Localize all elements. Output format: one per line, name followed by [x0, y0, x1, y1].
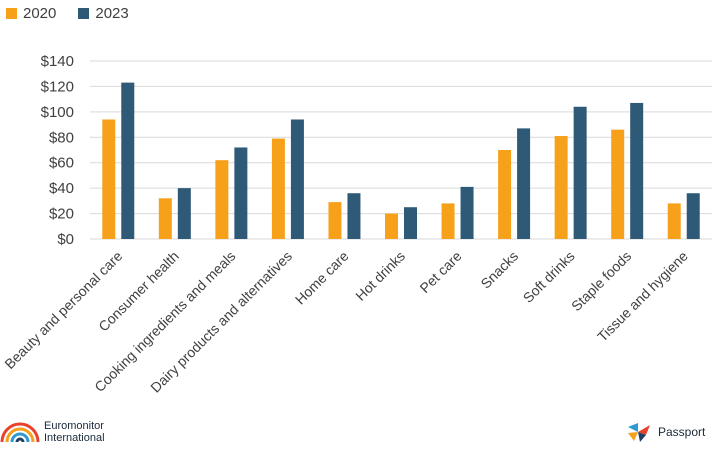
bar-2020: [102, 119, 116, 239]
y-tick-label: $60: [49, 155, 74, 172]
x-tick-label: Pet care: [416, 248, 464, 296]
euromonitor-name: Euromonitor: [44, 420, 104, 432]
x-tick-label: Hot drinks: [352, 248, 408, 304]
x-tick-label: Home care: [292, 248, 352, 308]
legend-item-2023: 2023: [78, 5, 129, 22]
bar-2023: [404, 207, 417, 239]
passport-name: Passport: [658, 425, 706, 439]
euromonitor-subname: International: [44, 432, 105, 444]
bar-2020: [611, 129, 625, 239]
y-tick-label: $0: [57, 231, 74, 248]
y-tick-label: $80: [49, 129, 74, 146]
bar-2023: [573, 106, 587, 240]
x-tick-label: Soft drinks: [520, 248, 578, 306]
bar-2020: [667, 203, 681, 239]
bar-2020: [271, 138, 285, 239]
passport-logo: Passport: [626, 421, 705, 443]
bar-2020: [215, 160, 229, 239]
y-tick-label: $100: [41, 104, 74, 121]
legend-swatch-2023: [78, 8, 90, 19]
bar-2020: [328, 202, 342, 239]
bar-2020: [158, 198, 172, 239]
y-tick-label: $140: [41, 53, 74, 70]
legend: 2020 2023: [6, 5, 129, 22]
bar-2023: [630, 102, 644, 239]
x-tick-label: Snacks: [477, 248, 521, 292]
bar-2023: [234, 147, 248, 239]
euromonitor-arc-icon: [0, 422, 40, 443]
legend-swatch-2020: [6, 8, 17, 19]
bar-2020: [441, 203, 455, 239]
bar-2023: [517, 128, 531, 239]
bar-2020: [385, 213, 398, 239]
legend-item-2020: 2020: [6, 5, 56, 22]
x-tick-label: Beauty and personal care: [1, 248, 125, 372]
legend-label-2023: 2023: [95, 5, 129, 22]
bar-2020: [498, 150, 512, 239]
bar-2023: [121, 82, 135, 239]
y-tick-label: $20: [49, 206, 74, 223]
bar-2023: [290, 119, 304, 239]
passport-icon: [628, 423, 650, 442]
y-tick-label: $40: [49, 180, 74, 197]
bar-2023: [177, 188, 191, 239]
bar-2023: [686, 193, 700, 239]
bar-2023: [347, 193, 361, 239]
bar-2023: [460, 186, 474, 239]
legend-label-2020: 2020: [23, 5, 57, 22]
euromonitor-logo: Euromonitor International: [0, 420, 105, 444]
y-tick-label: $120: [41, 78, 74, 95]
bar-2020: [554, 136, 568, 239]
